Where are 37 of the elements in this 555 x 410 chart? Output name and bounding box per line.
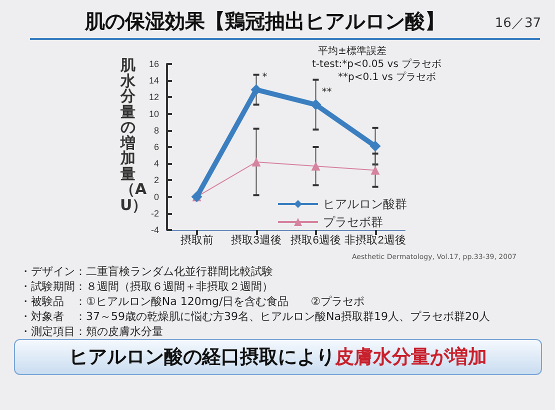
text: ・測定項目：頬の皮膚水分量 <box>20 324 163 339</box>
annotation: **p<0.1 vs プラセボ <box>338 70 436 84</box>
annotation: * <box>262 72 268 83</box>
y-tick-label: 2 <box>154 175 159 186</box>
annotation: t-test:*p<0.05 vs プラセボ <box>312 58 442 71</box>
y-tick-label: 8 <box>154 125 159 136</box>
y-tick-label: 4 <box>154 158 159 169</box>
point <box>370 166 380 175</box>
x-tick-label: 摂取前 <box>180 234 214 246</box>
y-tick-label: 16 <box>148 59 159 69</box>
y-tick-label: 14 <box>148 76 159 86</box>
y-tick-label: 0 <box>154 192 159 202</box>
text: ・対象者 ：37～59歳の乾燥肌に悩む方39名、ヒアルロン酸Na摂取群19人、プラセボ群20人 <box>20 309 490 324</box>
point <box>310 99 322 110</box>
text: ・デザイン：二重盲検ランダム化並行群間比較試験 <box>20 264 273 279</box>
point <box>250 84 262 96</box>
y-tick-label: -2 <box>150 208 159 218</box>
text: ・被験品 ：①ヒアルロン酸Na 120mg/日を含む食品 ②プラセボ <box>20 294 365 309</box>
text: ・試験期間：８週間（摂取６週間＋非摂取２週間） <box>20 279 273 294</box>
x-tick-label: 非摂取2週後 <box>344 234 406 246</box>
x-tick-label: 摂取6週後 <box>290 234 341 246</box>
y-tick-label: 6 <box>154 142 159 152</box>
chart-title: 肌の保湿効果【鶏冠抽出ヒアルロン酸】 <box>84 8 446 35</box>
y-tick-label: 10 <box>148 108 159 119</box>
legend-label: プラセボ群 <box>323 215 383 229</box>
text: 16／37 <box>494 15 541 32</box>
point <box>370 140 381 152</box>
x-tick-label: 摂取3週後 <box>231 234 282 246</box>
y-tick-label: -4 <box>150 225 159 235</box>
point <box>252 157 261 166</box>
legend-label: ヒアルロン酸群 <box>323 197 407 211</box>
text: 平均±標準誤差 <box>318 44 386 58</box>
banner-box: ヒアルロン酸の経口摂取により 皮膚水分量が増加 <box>14 339 542 375</box>
text: 肌水分量の増加量（AU） <box>120 56 148 214</box>
annotation: ** <box>322 86 332 98</box>
y-tick-label: 12 <box>148 92 159 102</box>
point <box>311 162 320 171</box>
